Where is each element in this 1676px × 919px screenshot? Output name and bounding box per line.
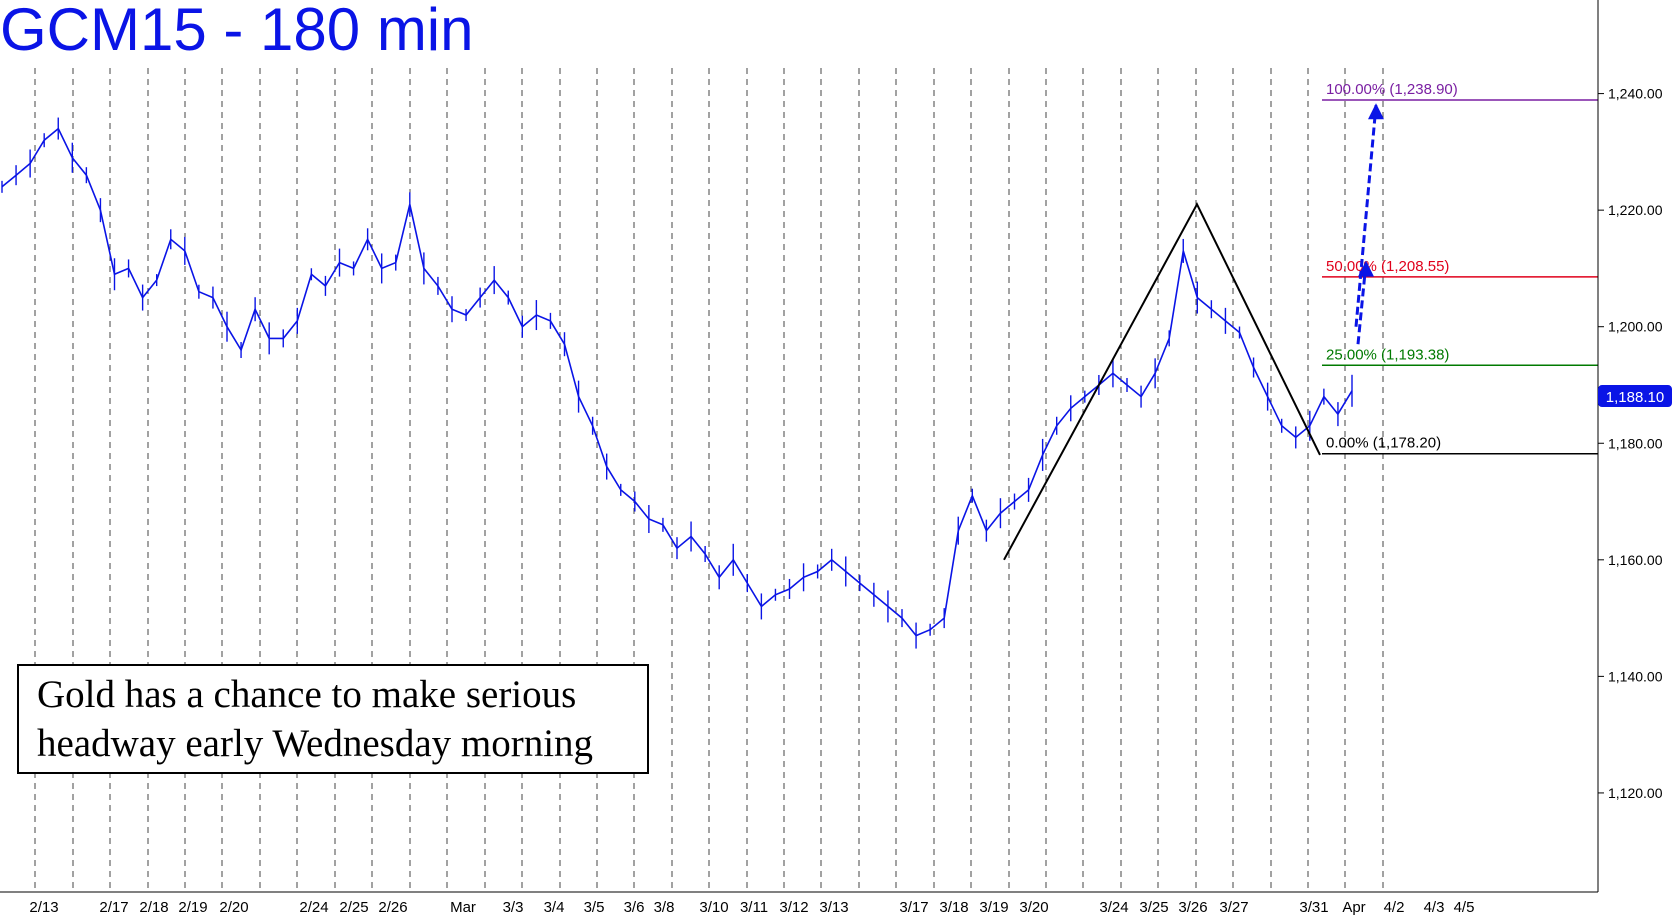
x-tick-label: Mar	[450, 899, 476, 916]
x-tick-label: 3/24	[1099, 899, 1128, 916]
x-tick-label: 3/31	[1299, 899, 1328, 916]
projection-arrow	[1354, 103, 1384, 345]
projection-arrow-long	[1354, 105, 1378, 327]
x-tick-label: 2/26	[378, 899, 407, 916]
y-tick-label: 1,240.00	[1608, 86, 1663, 102]
projection-arrow-short	[1356, 262, 1368, 345]
x-tick-label: 3/26	[1178, 899, 1207, 916]
last-price-label: 1,188.10	[1606, 389, 1664, 406]
pattern-polyline	[1003, 202, 1321, 561]
x-tick-label: 2/19	[178, 899, 207, 916]
x-tick-label: 3/27	[1219, 899, 1248, 916]
fibonacci-levels: 100.00% (1,238.90) 50.00% (1,208.55) 25.00…	[1322, 81, 1598, 455]
x-tick-label: 3/17	[899, 899, 928, 916]
x-tick-label: 4/3	[1424, 899, 1445, 916]
x-axis: 2/13 2/17 2/18 2/19 2/20 2/24 2/25 2/26 Mar 3/3 3/…	[0, 891, 1598, 916]
x-tick-label: 3/13	[819, 899, 848, 916]
y-tick-label: 1,200.00	[1608, 319, 1663, 335]
x-tick-label: 4/2	[1384, 899, 1405, 916]
fib-level-label: 0.00% (1,178.20)	[1326, 435, 1441, 452]
x-tick-label: 2/25	[339, 899, 368, 916]
x-tick-label: 2/13	[29, 899, 58, 916]
x-tick-label: 3/19	[979, 899, 1008, 916]
x-tick-label: 3/12	[779, 899, 808, 916]
x-tick-label: 3/4	[544, 899, 565, 916]
x-tick-label: 3/6	[624, 899, 645, 916]
y-tick-label: 1,180.00	[1608, 435, 1663, 451]
y-tick-label: 1,220.00	[1608, 202, 1663, 218]
y-tick-label: 1,160.00	[1608, 552, 1663, 568]
x-tick-label: 2/18	[139, 899, 168, 916]
x-tick-label: 4/5	[1454, 899, 1475, 916]
x-tick-label: 3/20	[1019, 899, 1048, 916]
annotation-line-2: headway early Wednesday morning	[37, 722, 594, 765]
price-series	[1, 117, 1353, 649]
annotation-line-1: Gold has a chance to make serious	[37, 673, 577, 716]
last-price-badge	[1598, 385, 1672, 408]
x-tick-label: 2/17	[99, 899, 128, 916]
annotation-box: Gold has a chance to make serious headwa…	[17, 664, 649, 774]
fib-level-label: 50.00% (1,208.55)	[1326, 258, 1449, 275]
x-tick-label: 2/20	[219, 899, 248, 916]
x-tick-label: 3/25	[1139, 899, 1168, 916]
pattern-line	[1003, 202, 1321, 561]
x-tick-label: 3/18	[939, 899, 968, 916]
y-tick-label: 1,120.00	[1608, 785, 1663, 801]
y-axis: 1,120.00 1,140.00 1,160.00 1,180.00 1,200.00…	[1597, 0, 1672, 892]
x-tick-label: 3/5	[584, 899, 605, 916]
x-tick-label: 3/10	[699, 899, 728, 916]
chart-title: GCM15 - 180 min	[0, 0, 474, 63]
x-tick-label: 3/3	[503, 899, 524, 916]
x-tick-label: 3/8	[654, 899, 675, 916]
y-tick-label: 1,140.00	[1608, 668, 1663, 684]
fib-level-label: 100.00% (1,238.90)	[1326, 81, 1458, 98]
x-tick-label: Apr	[1342, 899, 1365, 916]
projection-arrow-long-head	[1368, 103, 1384, 120]
x-tick-label: 3/11	[740, 899, 768, 916]
x-tick-label: 2/24	[299, 899, 328, 916]
price-line	[1, 127, 1353, 637]
fib-level-label: 25.00% (1,193.38)	[1326, 346, 1449, 363]
